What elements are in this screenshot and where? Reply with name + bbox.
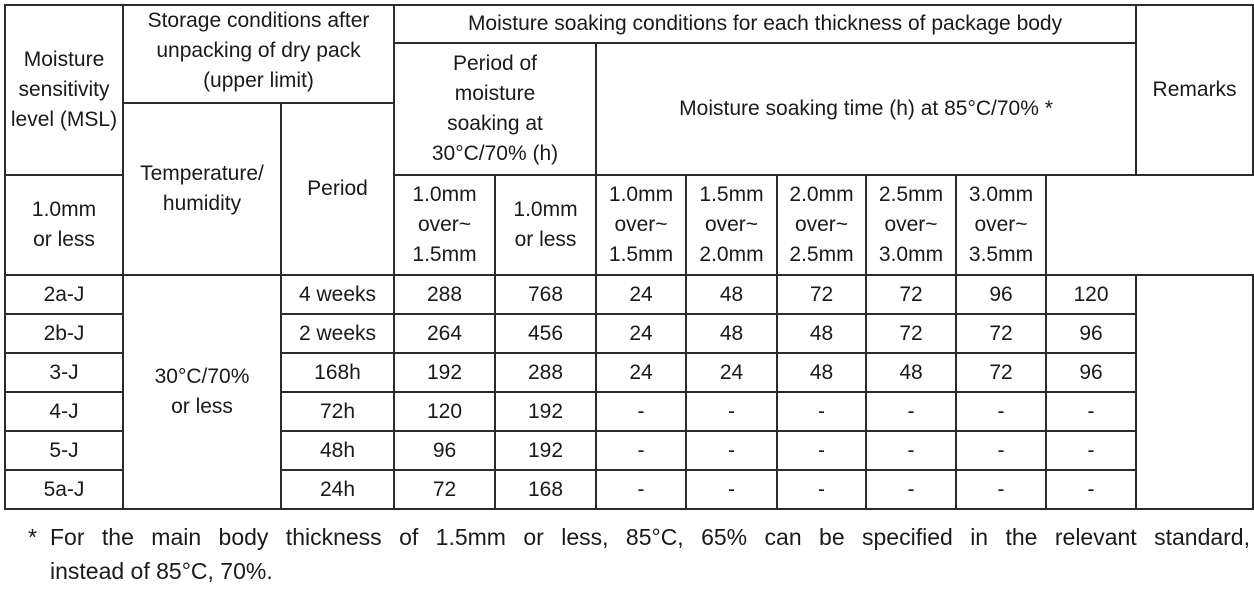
remarks-cell [1135, 274, 1254, 510]
soak-85-cell: 96 [1044, 352, 1138, 393]
soak-85-cell: 96 [955, 274, 1047, 315]
soak-85-cell: - [776, 391, 867, 432]
period-cell: 24h [280, 469, 395, 510]
footnote-line-1: For the main body thickness of 1.5mm or … [50, 524, 1250, 550]
soak-85-cell: - [595, 391, 687, 432]
msl-level-cell: 4-J [4, 391, 124, 432]
soak-30-cell: 288 [494, 352, 597, 393]
msl-table: Moisture sensitivity level (MSL) Storage… [4, 4, 1254, 510]
thickness-85-header: 3.0mm over~ 3.5mm [955, 174, 1047, 276]
soak-85-cell: 48 [685, 313, 778, 354]
soak-30-cell: 192 [393, 352, 496, 393]
footnote: * For the main body thickness of 1.5mm o… [28, 520, 1250, 588]
msl-level-cell: 2a-J [4, 274, 124, 315]
soak-30-cell: 288 [393, 274, 496, 315]
soak-85-cell: 48 [865, 352, 957, 393]
table-row: 3-J 168h 192 288 24 24 48 48 72 96 [4, 352, 1253, 393]
soak-85-cell: - [776, 430, 867, 471]
soak-85-cell: 72 [865, 274, 957, 315]
soak-85-cell: - [595, 469, 687, 510]
soaking-time-85-header: Moisture soaking time (h) at 85°C/70% * [594, 42, 1138, 176]
msl-level-cell: 5-J [4, 430, 124, 471]
soak-85-cell: 48 [776, 313, 867, 354]
soak-85-cell: - [1044, 430, 1138, 471]
remarks-header: Remarks [1135, 4, 1254, 176]
soak-85-cell: 120 [1044, 274, 1138, 315]
footnote-text: For the main body thickness of 1.5mm or … [28, 520, 1250, 588]
storage-conditions-header: Storage conditions after unpacking of dr… [122, 4, 395, 104]
thickness-85-header: 2.5mm over~ 3.0mm [865, 174, 957, 276]
thickness-30-header: 1.0mm over~ 1.5mm [393, 174, 496, 276]
table-header: Moisture sensitivity level (MSL) Storage… [4, 4, 1254, 276]
period-cell: 48h [280, 430, 395, 471]
soak-85-cell: 48 [685, 274, 778, 315]
soak-30-cell: 96 [393, 430, 496, 471]
period-cell: 168h [280, 352, 395, 393]
msl-level-cell: 3-J [4, 352, 124, 393]
thickness-85-header: 1.0mm over~ 1.5mm [595, 174, 687, 276]
soak-85-cell: 72 [776, 274, 867, 315]
table-row: 4-J 72h 120 192 - - - - - - [4, 391, 1253, 432]
table-row: 5-J 48h 96 192 - - - - - - [4, 430, 1253, 471]
soak-85-cell: - [685, 430, 778, 471]
soak-85-cell: - [776, 469, 867, 510]
soak-85-cell: - [1044, 469, 1138, 510]
footnote-line-2: instead of 85°C, 70%. [50, 558, 273, 584]
soak-30-cell: 72 [393, 469, 496, 510]
soak-30-cell: 168 [494, 469, 597, 510]
table-row: 5a-J 24h 72 168 - - - - - - [4, 469, 1253, 510]
soak-85-cell: 72 [865, 313, 957, 354]
thickness-85-header: 2.0mm over~ 2.5mm [776, 174, 867, 276]
soak-85-cell: - [955, 391, 1047, 432]
soak-30-cell: 120 [393, 391, 496, 432]
soak-30-cell: 192 [494, 430, 597, 471]
temperature-humidity-header: Temperature/ humidity [122, 102, 282, 276]
soak-85-cell: - [865, 391, 957, 432]
soak-30-cell: 264 [393, 313, 496, 354]
soak-85-cell: 48 [776, 352, 867, 393]
period-cell: 2 weeks [280, 313, 395, 354]
table-row: 2a-J 30°C/70% or less 4 weeks 288 768 24… [4, 274, 1254, 510]
thickness-85-header: 1.5mm over~ 2.0mm [685, 174, 778, 276]
msl-level-cell: 2b-J [4, 313, 124, 354]
storage-condition-cell: 30°C/70% or less [122, 274, 282, 510]
soak-30-cell: 456 [494, 313, 597, 354]
soak-85-cell: 72 [955, 313, 1047, 354]
period-soaking-30-header: Period of moisture soaking at 30°C/70% (… [393, 42, 597, 176]
soak-30-cell: 192 [494, 391, 597, 432]
msl-header: Moisture sensitivity level (MSL) [4, 4, 124, 176]
thickness-30-header: 1.0mm or less [4, 174, 124, 276]
soak-85-cell: 24 [595, 352, 687, 393]
soak-85-cell: 72 [955, 352, 1047, 393]
soak-85-cell: - [595, 430, 687, 471]
soak-85-cell: 96 [1044, 313, 1138, 354]
period-cell: 72h [280, 391, 395, 432]
soak-85-cell: 24 [685, 352, 778, 393]
soak-85-cell: - [865, 469, 957, 510]
footnote-marker: * [28, 524, 37, 550]
period-header: Period [280, 102, 395, 276]
soak-85-cell: 24 [595, 274, 687, 315]
soak-85-cell: - [1044, 391, 1138, 432]
soak-85-cell: - [955, 469, 1047, 510]
soak-30-cell: 768 [494, 274, 597, 315]
soak-85-cell: - [955, 430, 1047, 471]
table-row: 2b-J 2 weeks 264 456 24 48 48 72 72 96 [4, 313, 1253, 354]
msl-level-cell: 5a-J [4, 469, 124, 510]
thickness-85-header: 1.0mm or less [494, 174, 597, 276]
period-cell: 4 weeks [280, 274, 395, 315]
soak-85-cell: - [865, 430, 957, 471]
soak-85-cell: - [685, 469, 778, 510]
soak-85-cell: 24 [595, 313, 687, 354]
soaking-conditions-header: Moisture soaking conditions for each thi… [392, 4, 1138, 44]
table-body: 2a-J 30°C/70% or less 4 weeks 288 768 24… [4, 274, 1254, 510]
soak-85-cell: - [685, 391, 778, 432]
